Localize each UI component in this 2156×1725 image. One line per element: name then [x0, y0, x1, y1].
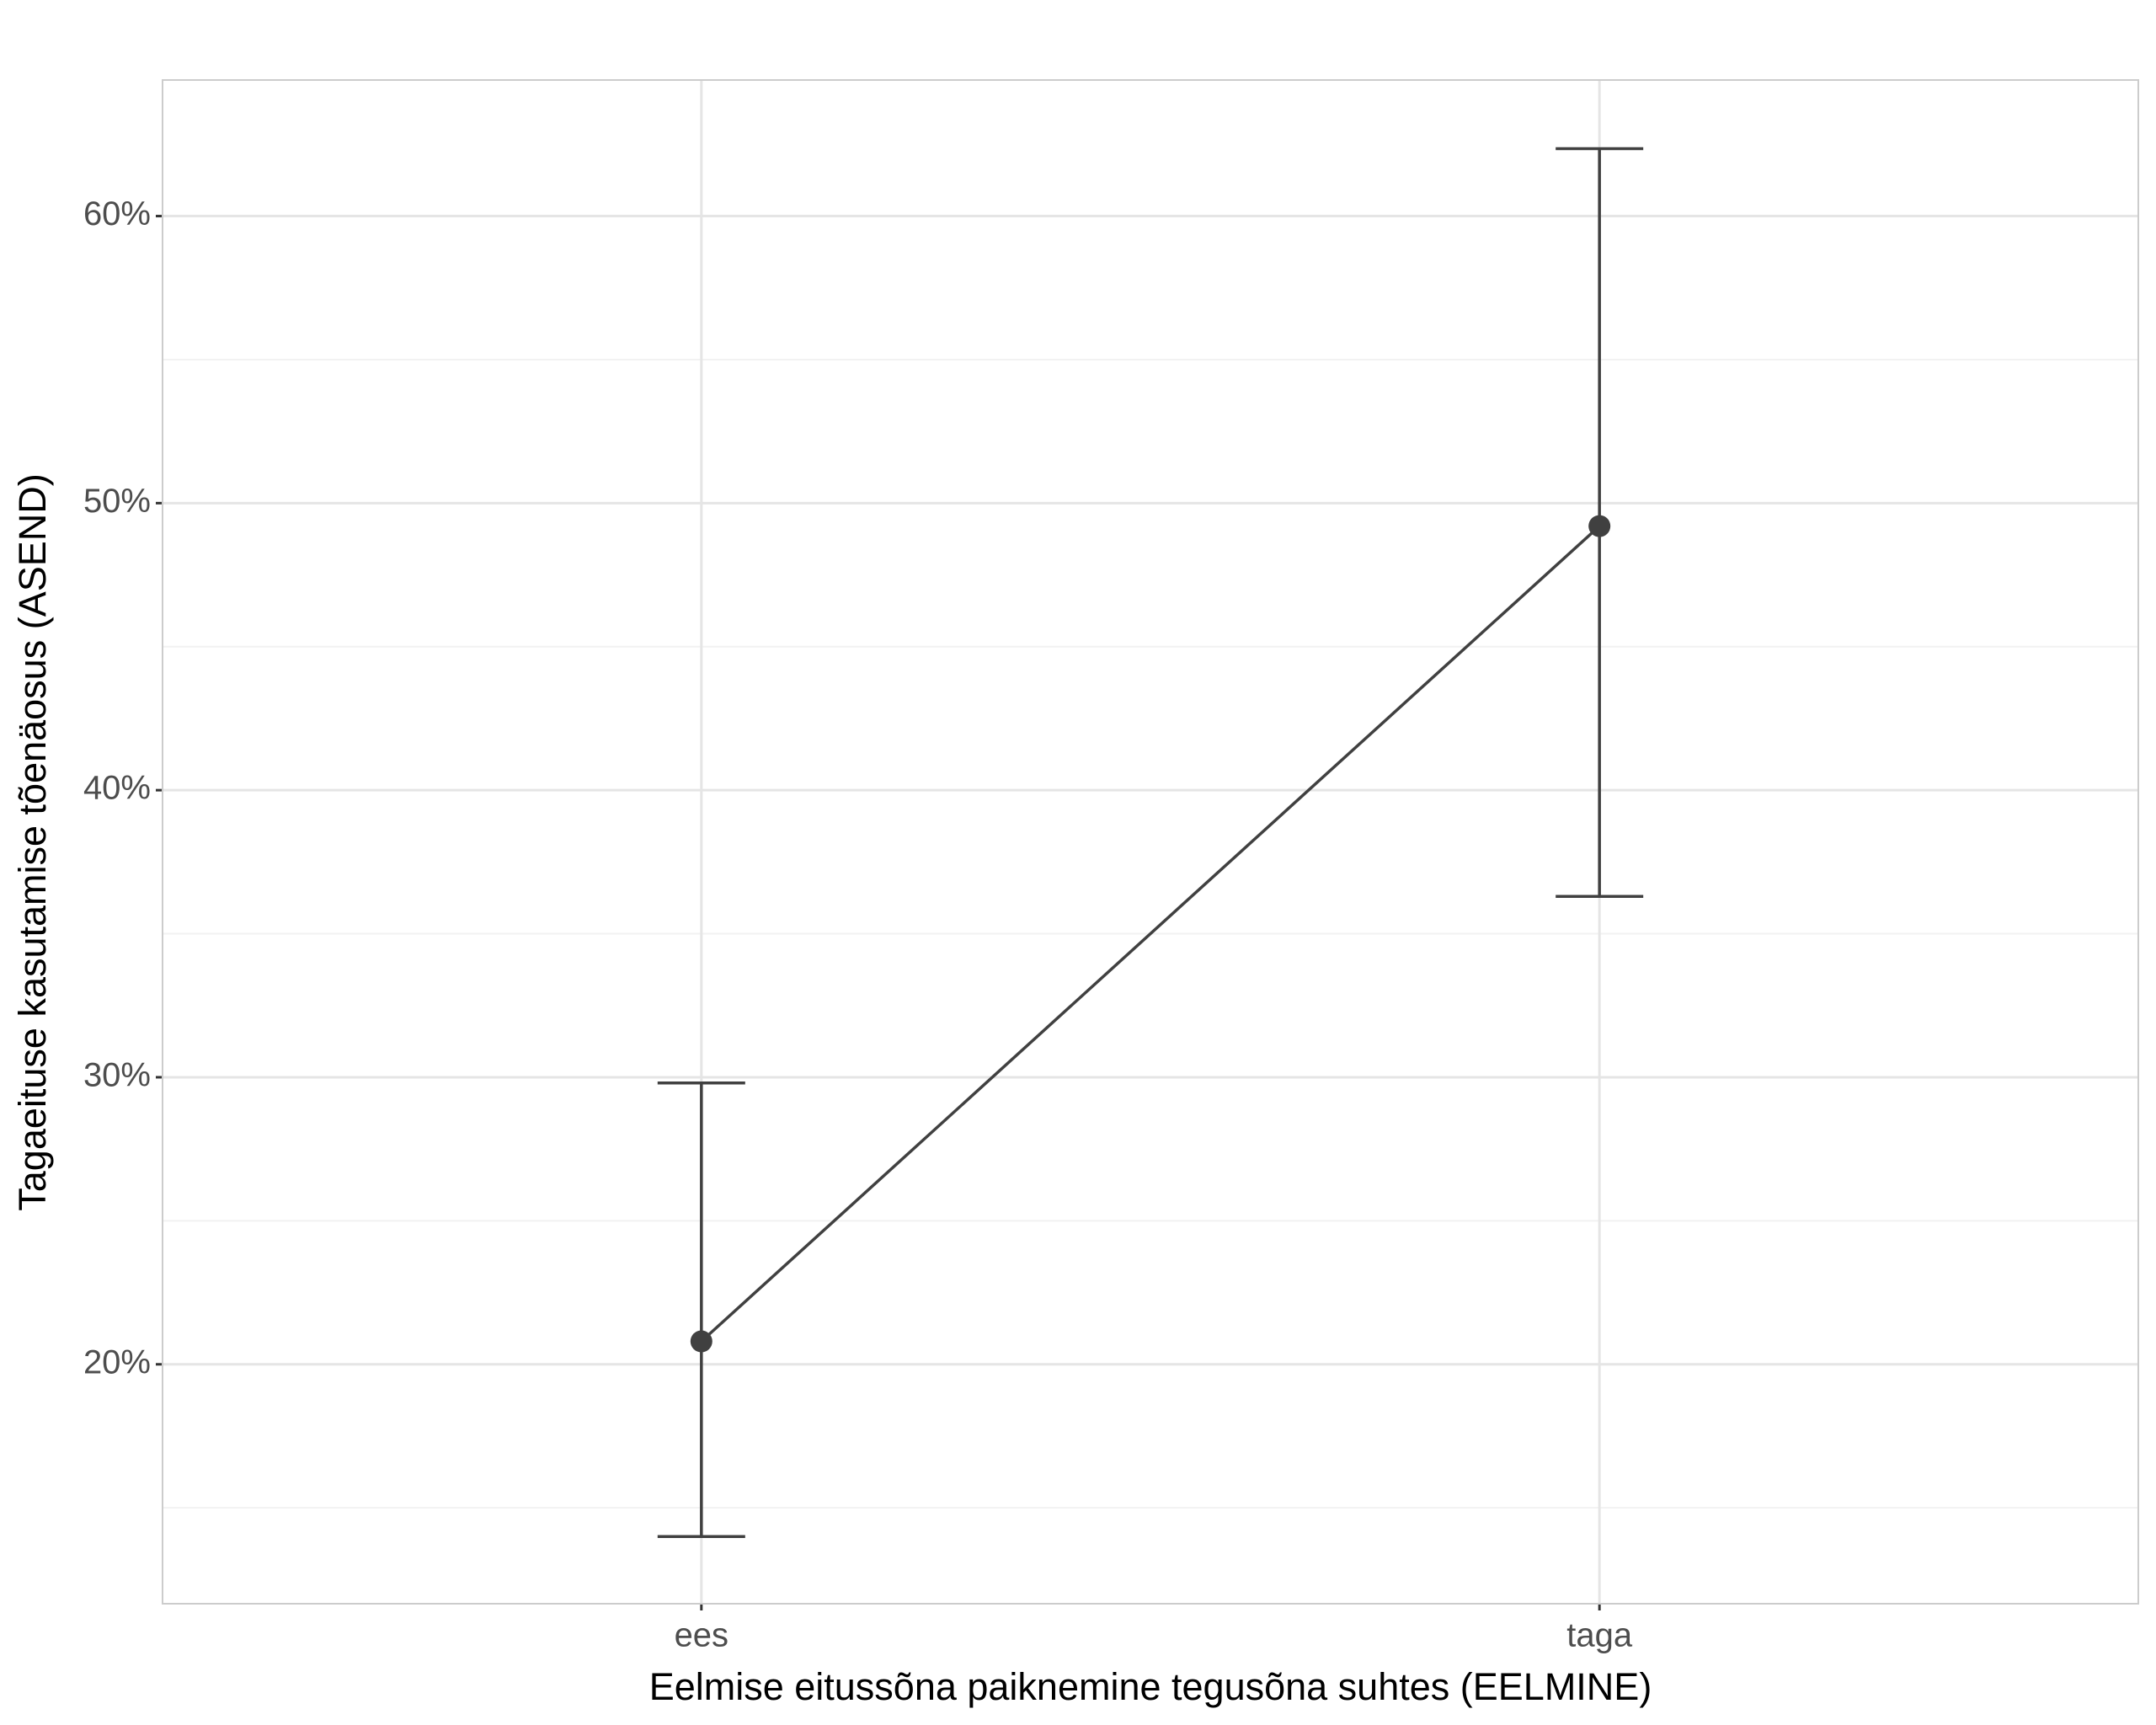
x-tick-label: taga: [1566, 1617, 1633, 1654]
y-tick-label: 50%: [83, 483, 151, 520]
y-tick-label: 40%: [83, 770, 151, 807]
y-tick-label: 30%: [83, 1057, 151, 1094]
y-tick-label: 60%: [83, 195, 151, 232]
panel-border: [162, 79, 2139, 1605]
line: [700, 525, 1601, 1343]
point: [690, 1330, 712, 1353]
x-tick-label: ees: [675, 1617, 729, 1654]
y-tick-label: 20%: [83, 1343, 151, 1381]
y-axis-title: Tagaeituse kasutamise tõenäosus (ASEND): [11, 473, 54, 1210]
x-axis-title: Eelmise eitussõna paiknemine tegusõna su…: [649, 1665, 1652, 1708]
point: [1588, 515, 1611, 537]
